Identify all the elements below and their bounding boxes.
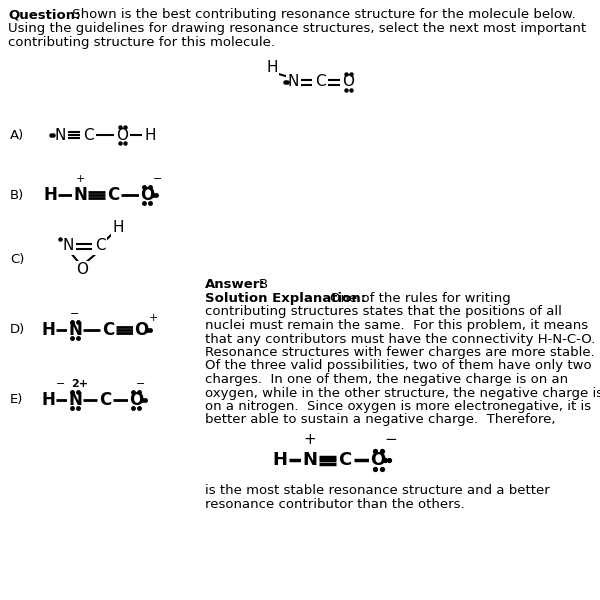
Text: contributing structures states that the positions of all: contributing structures states that the … [205, 305, 562, 319]
Text: oxygen, while in the other structure, the negative charge is: oxygen, while in the other structure, th… [205, 386, 600, 400]
Text: N: N [73, 186, 87, 204]
Text: −: − [154, 174, 163, 184]
Text: H: H [112, 220, 124, 235]
Text: C: C [338, 451, 352, 469]
Text: H: H [272, 451, 287, 469]
Text: resonance contributor than the others.: resonance contributor than the others. [205, 498, 464, 511]
Text: O: O [140, 186, 154, 204]
Text: N: N [68, 391, 82, 409]
Text: Resonance structures with fewer charges are more stable.: Resonance structures with fewer charges … [205, 346, 595, 359]
Text: One of the rules for writing: One of the rules for writing [330, 292, 511, 305]
Text: Using the guidelines for drawing resonance structures, select the next most impo: Using the guidelines for drawing resonan… [8, 22, 586, 35]
Text: +: + [148, 313, 158, 323]
Text: +: + [304, 433, 316, 448]
Text: better able to sustain a negative charge.  Therefore,: better able to sustain a negative charge… [205, 413, 556, 427]
Text: C: C [102, 321, 114, 339]
Text: that any contributors must have the connectivity H-N-C-O.: that any contributors must have the conn… [205, 332, 595, 346]
Text: E): E) [10, 394, 23, 407]
Text: +: + [76, 174, 85, 184]
Text: contributing structure for this molecule.: contributing structure for this molecule… [8, 36, 275, 49]
Text: 2+: 2+ [71, 379, 89, 389]
Text: −: − [385, 433, 397, 448]
Text: O: O [342, 74, 354, 89]
Text: N: N [287, 74, 299, 89]
Text: C: C [107, 186, 119, 204]
Text: N: N [55, 127, 65, 142]
Text: D): D) [10, 323, 25, 337]
Text: B): B) [10, 188, 24, 202]
Text: A): A) [10, 128, 24, 142]
Text: nuclei must remain the same.  For this problem, it means: nuclei must remain the same. For this pr… [205, 319, 588, 332]
Text: B: B [259, 278, 268, 291]
Text: H: H [43, 186, 57, 204]
Text: H: H [266, 61, 278, 76]
Text: −: − [56, 379, 65, 389]
Text: Solution Explanation:: Solution Explanation: [205, 292, 366, 305]
Text: −: − [70, 309, 80, 319]
Text: H: H [41, 391, 55, 409]
Text: charges.  In one of them, the negative charge is on an: charges. In one of them, the negative ch… [205, 373, 568, 386]
Text: C: C [314, 74, 325, 89]
Text: is the most stable resonance structure and a better: is the most stable resonance structure a… [205, 484, 550, 497]
Text: O: O [76, 263, 88, 277]
Text: O: O [116, 127, 128, 142]
Text: C): C) [10, 253, 25, 266]
Text: H: H [41, 321, 55, 339]
Text: C: C [99, 391, 111, 409]
Text: H: H [144, 127, 156, 142]
Text: C: C [95, 238, 106, 253]
Text: on a nitrogen.  Since oxygen is more electronegative, it is: on a nitrogen. Since oxygen is more elec… [205, 400, 591, 413]
Text: O: O [134, 321, 148, 339]
Text: O: O [129, 391, 143, 409]
Text: Of the three valid possibilities, two of them have only two: Of the three valid possibilities, two of… [205, 359, 592, 373]
Text: N: N [302, 451, 317, 469]
Text: Question:: Question: [8, 8, 80, 21]
Text: N: N [62, 238, 74, 253]
Text: N: N [68, 321, 82, 339]
Text: Shown is the best contributing resonance structure for the molecule below.: Shown is the best contributing resonance… [68, 8, 576, 21]
Text: −: − [136, 379, 146, 389]
Text: C: C [83, 127, 94, 142]
Text: Answer:: Answer: [205, 278, 266, 291]
Text: O: O [370, 451, 386, 469]
